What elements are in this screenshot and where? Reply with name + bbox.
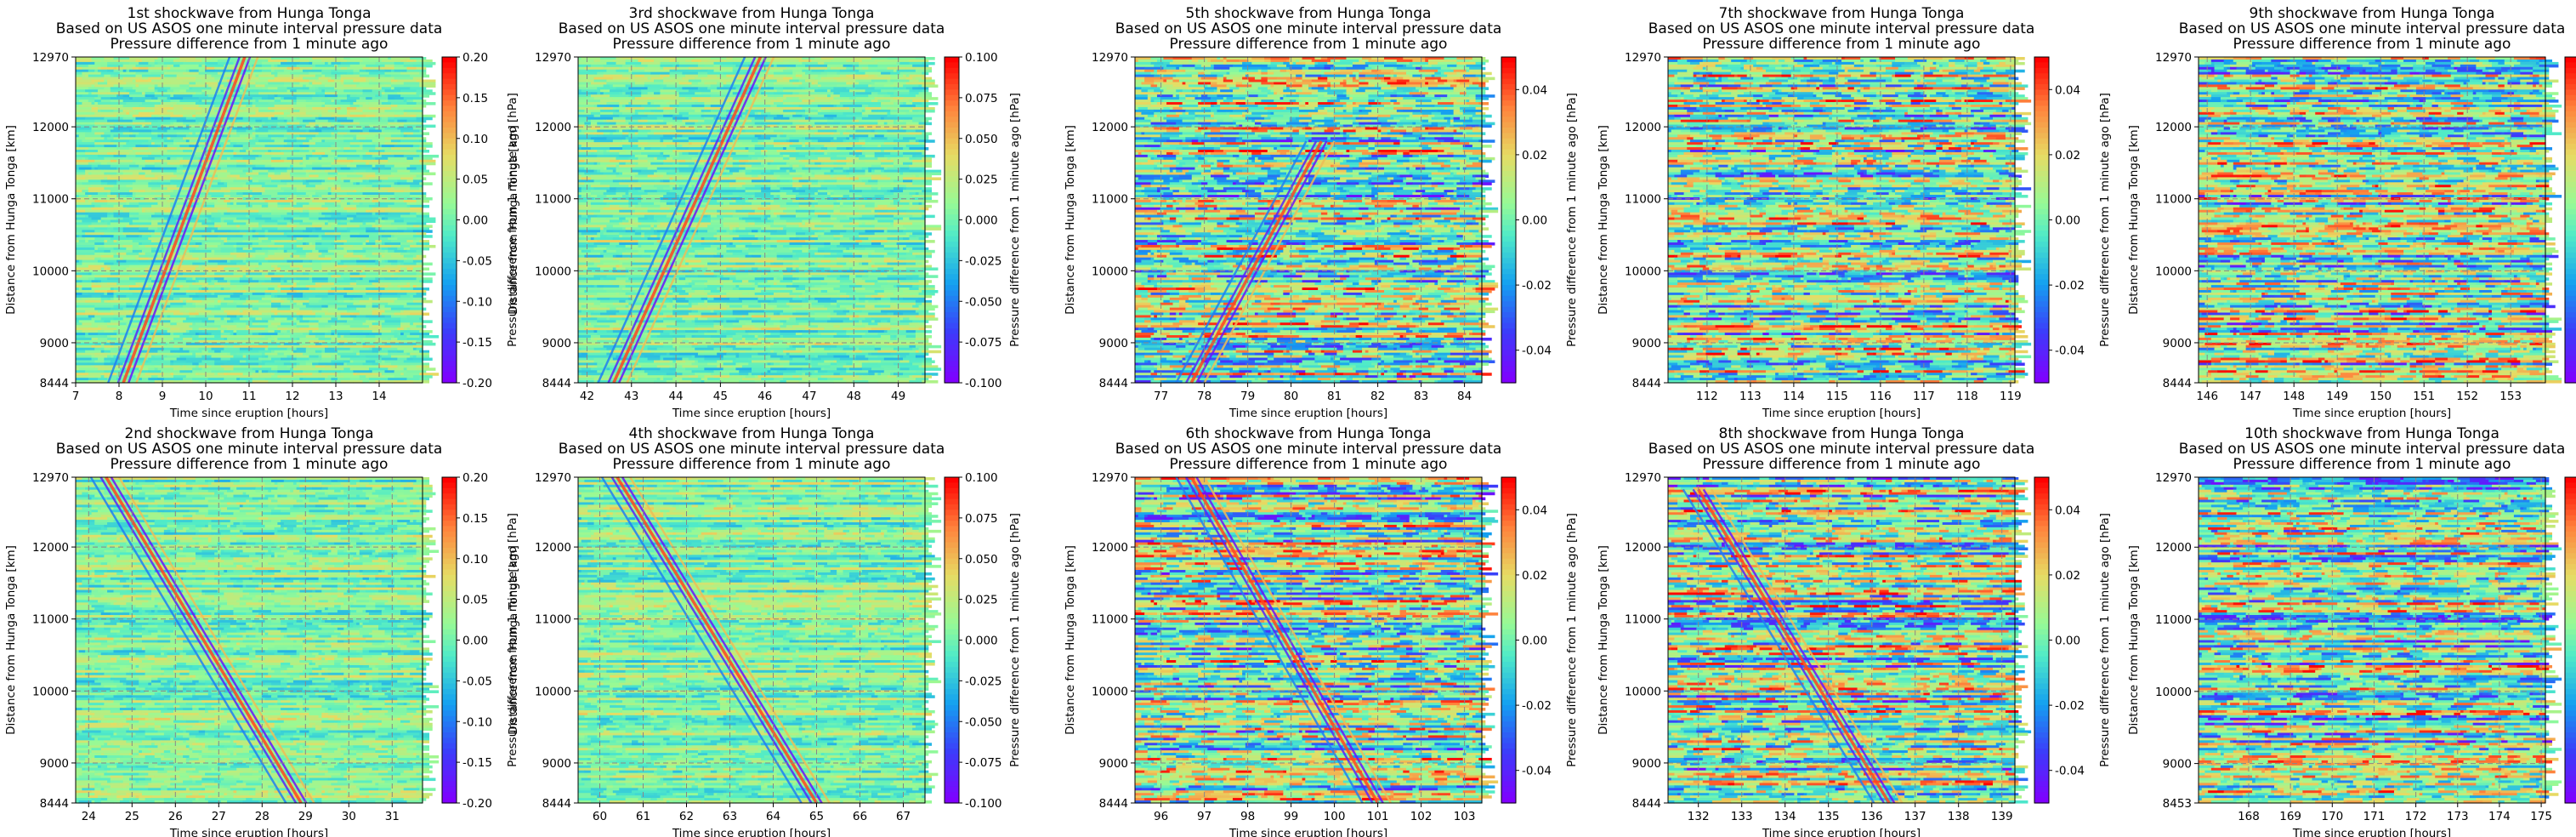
colorbar-band — [442, 62, 457, 68]
colorbar-band — [442, 242, 457, 248]
colorbar-band — [442, 193, 457, 199]
colorbar-band — [442, 198, 457, 204]
colorbar-band — [442, 209, 457, 215]
colorbar-band — [442, 128, 457, 134]
colorbar-band — [442, 290, 457, 296]
colorbar-band — [442, 236, 457, 242]
y-axis-label: Distance from Hunga Tonga [km] — [4, 125, 18, 315]
colorbar-band — [442, 350, 457, 356]
colorbar-tick-label: 0.00 — [462, 214, 488, 228]
colorbar-band — [442, 214, 457, 220]
colorbar-band — [442, 253, 457, 259]
colorbar-band — [442, 68, 457, 74]
x-axis-label: Time since eruption [hours] — [169, 407, 328, 420]
colorbar-tick-label: 0.20 — [462, 51, 488, 65]
colorbar-tick-label: -0.20 — [462, 377, 492, 390]
plot-area: 7 8 9 10 11 12 13 14 8444 9000 10000 11000 12000 1297… — [4, 5, 519, 420]
x-tick-label: 8 — [116, 390, 123, 403]
colorbar-band — [442, 264, 457, 270]
heatmap-cells — [76, 57, 439, 384]
colorbar-tick-label: -0.10 — [462, 295, 492, 309]
colorbar-band — [442, 285, 457, 291]
y-tick-label: 12970 — [32, 51, 69, 65]
colorbar-band — [442, 203, 457, 209]
colorbar-band — [442, 334, 457, 340]
colorbar-band — [442, 155, 457, 161]
colorbar-band — [442, 231, 457, 236]
colorbar-band — [442, 105, 457, 111]
colorbar-band — [442, 122, 457, 128]
colorbar-band — [442, 79, 457, 85]
colorbar-tick-label: -0.15 — [462, 336, 492, 350]
colorbar-band — [442, 269, 457, 275]
colorbar-band — [442, 133, 457, 139]
colorbar-band — [442, 356, 457, 362]
colorbar-band — [442, 100, 457, 106]
y-tick-label: 10000 — [32, 265, 69, 278]
colorbar-band — [442, 144, 457, 150]
colorbar-band — [442, 296, 457, 302]
colorbar-band — [442, 89, 457, 95]
x-tick-label: 13 — [328, 390, 343, 403]
colorbar-band — [442, 312, 457, 318]
colorbar-band — [442, 372, 457, 378]
colorbar-band — [442, 139, 457, 145]
colorbar-tick-label: 0.15 — [462, 92, 488, 105]
colorbar-tick-label: 0.05 — [462, 174, 488, 187]
colorbar-band — [442, 176, 457, 182]
colorbar-tick-label: -0.05 — [462, 254, 492, 268]
x-tick-label: 12 — [285, 390, 299, 403]
x-tick-label: 11 — [241, 390, 256, 403]
colorbar-band — [442, 274, 457, 280]
colorbar-band — [442, 187, 457, 193]
x-tick-label: 9 — [159, 390, 167, 403]
colorbar-band — [442, 317, 457, 323]
colorbar-band — [442, 182, 457, 188]
colorbar-band — [442, 301, 457, 307]
colorbar-band — [442, 166, 457, 172]
colorbar-band — [442, 84, 457, 90]
colorbar-band — [442, 73, 457, 79]
y-tick-label: 8444 — [40, 377, 69, 390]
colorbar-band — [442, 280, 457, 286]
heatmap-cells — [578, 57, 941, 384]
colorbar-band — [442, 258, 457, 264]
colorbar-band — [442, 220, 457, 226]
x-tick-label: 14 — [372, 390, 386, 403]
x-tick-label: 7 — [72, 390, 80, 403]
colorbar-band — [442, 57, 457, 63]
colorbar-band — [442, 339, 457, 345]
colorbar-band — [442, 367, 457, 373]
colorbar-band — [442, 160, 457, 166]
y-tick-label: 9000 — [40, 337, 69, 350]
colorbar-band — [442, 328, 457, 334]
y-tick-label: 11000 — [32, 193, 69, 207]
colorbar-band — [442, 225, 457, 231]
chart-title-line-1: 1st shockwave from Hunga Tonga — [128, 5, 372, 22]
chart-panel-1: 7 8 9 10 11 12 13 14 8444 9000 10000 11000 12000 1297… — [0, 0, 471, 417]
colorbar-band — [442, 171, 457, 177]
colorbar-band — [442, 150, 457, 156]
colorbar-band — [442, 307, 457, 313]
colorbar-band — [442, 95, 457, 101]
chart-title-line-3: Pressure difference from 1 minute ago — [111, 36, 389, 53]
y-tick-label: 12000 — [32, 121, 69, 134]
colorbar-band — [442, 361, 457, 367]
colorbar-band — [442, 117, 457, 122]
x-tick-label: 10 — [198, 390, 213, 403]
chart-title-line-2: Based on US ASOS one minute interval pre… — [56, 20, 443, 37]
colorbar-tick-label: 0.10 — [462, 133, 488, 146]
colorbar-band — [442, 111, 457, 117]
colorbar-band — [442, 323, 457, 329]
colorbar-band — [442, 247, 457, 253]
colorbar-band — [442, 344, 457, 350]
